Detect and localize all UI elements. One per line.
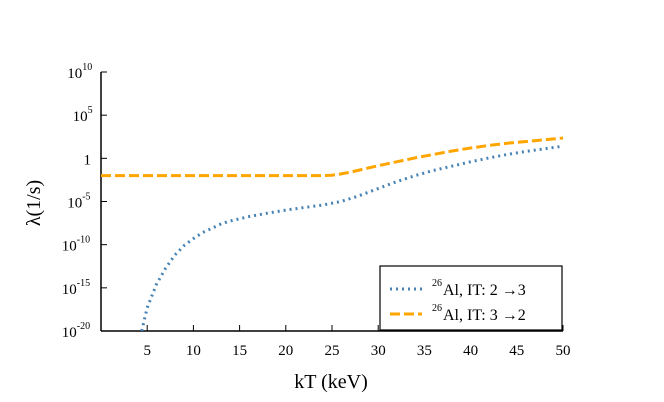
y-tick-exponent: -15 — [77, 278, 90, 289]
y-tick-base: 1 — [84, 152, 92, 168]
y-axis-title: λ(1/s) — [23, 180, 45, 226]
legend-label-superscript: 26 — [432, 303, 442, 314]
y-tick-label: 10 5 — [73, 105, 93, 125]
y-tick-exponent: -5 — [82, 192, 90, 203]
legend-label-superscript: 26 — [432, 278, 442, 289]
legend-item: 26 Al, IT: 2 →3 — [390, 278, 526, 299]
y-tick-exponent: -20 — [77, 321, 90, 332]
y-tick-label: 1 — [84, 152, 92, 168]
y-tick-label: 10 -5 — [67, 192, 90, 212]
x-tick-label: 10 — [186, 343, 201, 359]
y-tick-base: 10 — [62, 325, 77, 341]
x-tick-label: 20 — [278, 343, 293, 359]
x-tick-label: 40 — [463, 343, 478, 359]
legend-label: Al, IT: 3 →2 — [443, 307, 526, 324]
y-tick-label: 10 -10 — [62, 235, 90, 255]
y-tick-label: 10 -15 — [62, 278, 90, 298]
y-tick-label: 10 10 — [67, 62, 92, 82]
y-tick-base: 10 — [62, 282, 77, 298]
y-tick-base: 10 — [67, 196, 82, 212]
x-tick-label: 50 — [556, 343, 571, 359]
x-axis-title: kT (keV) — [294, 371, 368, 393]
y-tick-exponent: 5 — [88, 105, 93, 116]
y-tick-label: 10 -20 — [62, 321, 90, 341]
y-tick-base: 10 — [62, 239, 77, 255]
y-tick-exponent: 10 — [82, 62, 92, 73]
y-tick-base: 10 — [67, 66, 82, 82]
x-tick-label: 35 — [417, 343, 432, 359]
legend-item: 26 Al, IT: 3 →2 — [390, 303, 526, 324]
x-tick-label: 15 — [232, 343, 247, 359]
x-tick-label: 25 — [325, 343, 340, 359]
legend-box — [379, 265, 563, 331]
y-tick-exponent: -10 — [77, 235, 90, 246]
series-line-1 — [140, 144, 564, 331]
series-line-2 — [101, 136, 564, 178]
legend: 26 Al, IT: 2 →326 Al, IT: 3 →2 — [379, 265, 563, 331]
legend-label: Al, IT: 2 →3 — [443, 282, 526, 299]
x-tick-label: 45 — [509, 343, 524, 359]
x-tick-label: 5 — [143, 343, 151, 359]
series-layer — [101, 136, 564, 331]
y-tick-base: 10 — [73, 109, 88, 125]
x-tick-label: 30 — [371, 343, 386, 359]
